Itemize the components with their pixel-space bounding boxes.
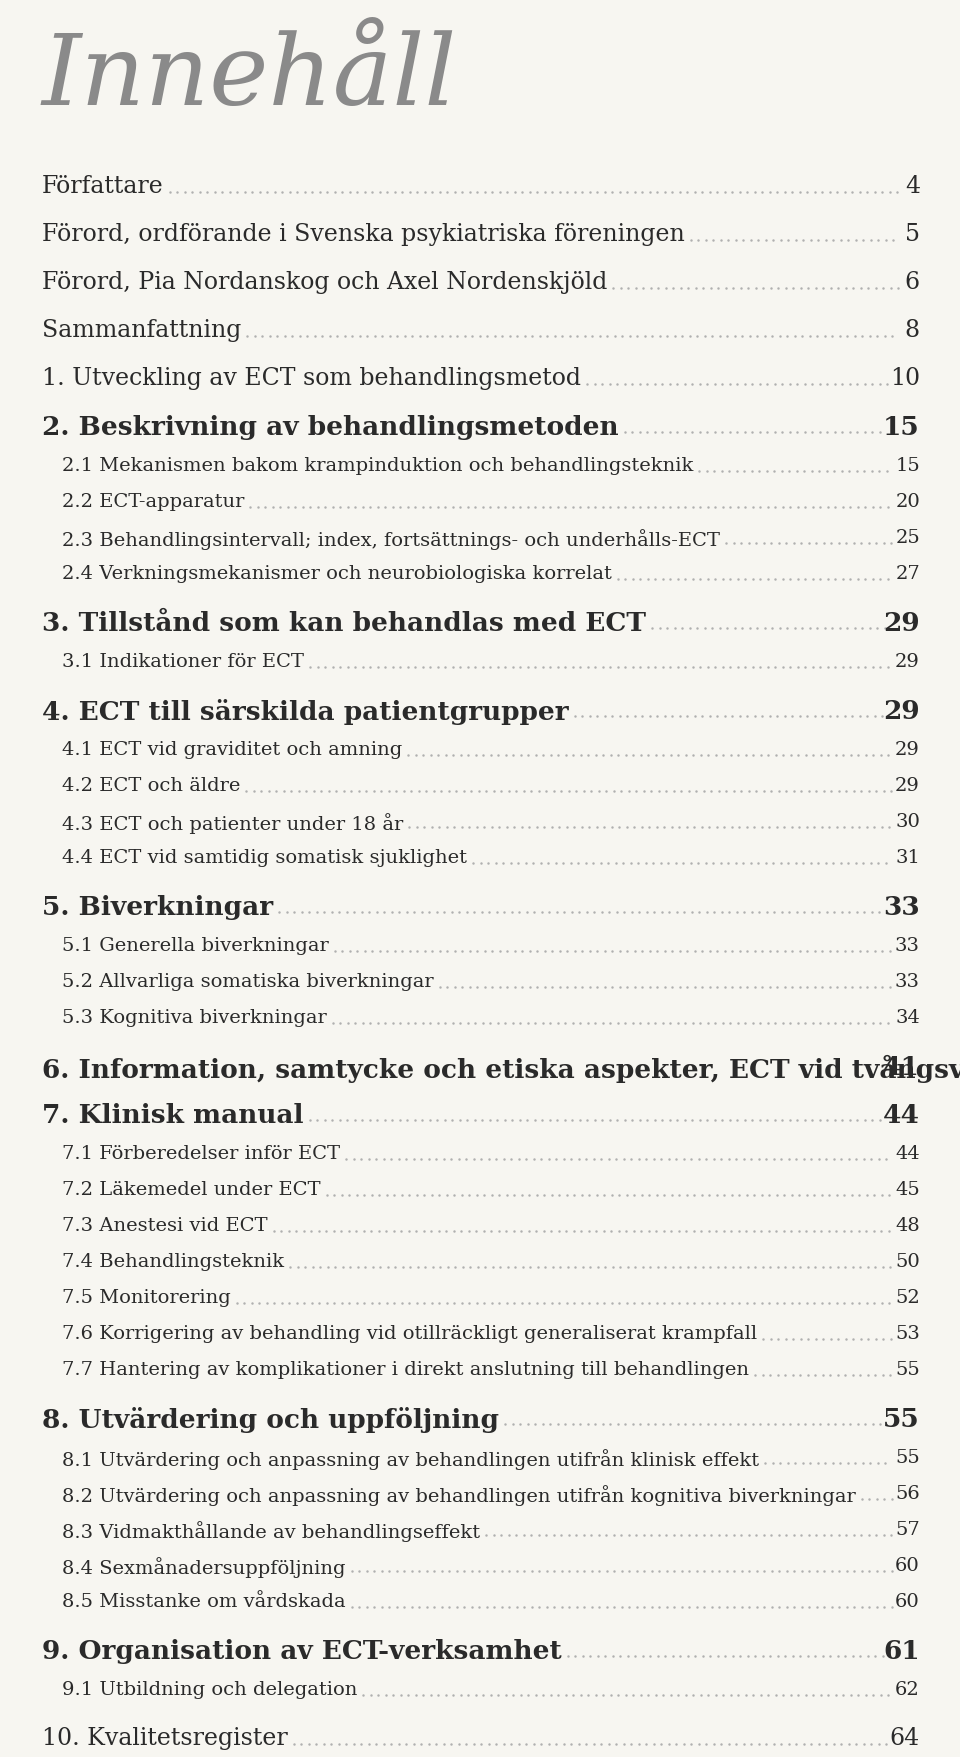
Text: 33: 33 [883,894,920,921]
Text: 53: 53 [895,1325,920,1342]
Text: Författare: Författare [42,176,164,199]
Text: 8: 8 [905,320,920,343]
Text: 9.1 Utbildning och delegation: 9.1 Utbildning och delegation [62,1681,357,1699]
Text: 25: 25 [896,529,920,546]
Text: 4.2 ECT och äldre: 4.2 ECT och äldre [62,777,240,794]
Text: 1. Utveckling av ECT som behandlingsmetod: 1. Utveckling av ECT som behandlingsmeto… [42,367,581,390]
Text: 9. Organisation av ECT-verksamhet: 9. Organisation av ECT-verksamhet [42,1639,562,1664]
Text: 7.3 Anestesi vid ECT: 7.3 Anestesi vid ECT [62,1218,268,1235]
Text: 7.6 Korrigering av behandling vid otillräckligt generaliserat krampfall: 7.6 Korrigering av behandling vid otillr… [62,1325,757,1342]
Text: 33: 33 [895,973,920,991]
Text: 8.4 Sexmånadersuppföljning: 8.4 Sexmånadersuppföljning [62,1557,346,1578]
Text: 50: 50 [896,1253,920,1270]
Text: 57: 57 [896,1522,920,1539]
Text: 31: 31 [895,849,920,866]
Text: 30: 30 [895,813,920,831]
Text: 4: 4 [905,176,920,199]
Text: 15: 15 [883,415,920,439]
Text: 29: 29 [895,654,920,671]
Text: 5.1 Generella biverkningar: 5.1 Generella biverkningar [62,936,328,956]
Text: 55: 55 [896,1450,920,1467]
Text: 52: 52 [896,1290,920,1307]
Text: 5: 5 [905,223,920,246]
Text: 2.1 Mekanismen bakom krampinduktion och behandlingsteknik: 2.1 Mekanismen bakom krampinduktion och … [62,457,693,474]
Text: 5. Biverkningar: 5. Biverkningar [42,894,274,921]
Text: 2.2 ECT-apparatur: 2.2 ECT-apparatur [62,494,245,511]
Text: 7. Klinisk manual: 7. Klinisk manual [42,1103,303,1128]
Text: Förord, ordförande i Svenska psykiatriska föreningen: Förord, ordförande i Svenska psykiatrisk… [42,223,684,246]
Text: 10. Kvalitetsregister: 10. Kvalitetsregister [42,1727,288,1750]
Text: 7.5 Monitorering: 7.5 Monitorering [62,1290,230,1307]
Text: 10: 10 [890,367,920,390]
Text: 2. Beskrivning av behandlingsmetoden: 2. Beskrivning av behandlingsmetoden [42,415,618,439]
Text: 2.3 Behandlingsintervall; index, fortsättnings- och underhålls-ECT: 2.3 Behandlingsintervall; index, fortsät… [62,529,720,550]
Text: 4.4 ECT vid samtidig somatisk sjuklighet: 4.4 ECT vid samtidig somatisk sjuklighet [62,849,467,866]
Text: 55: 55 [896,1362,920,1379]
Text: 48: 48 [896,1218,920,1235]
Text: 4. ECT till särskilda patientgrupper: 4. ECT till särskilda patientgrupper [42,699,568,726]
Text: 3. Tillstånd som kan behandlas med ECT: 3. Tillstånd som kan behandlas med ECT [42,611,646,636]
Text: 55: 55 [883,1407,920,1432]
Text: 29: 29 [883,611,920,636]
Text: 7.7 Hantering av komplikationer i direkt anslutning till behandlingen: 7.7 Hantering av komplikationer i direkt… [62,1362,749,1379]
Text: 41: 41 [883,1054,920,1081]
Text: 8.1 Utvärdering och anpassning av behandlingen utifrån klinisk effekt: 8.1 Utvärdering och anpassning av behand… [62,1450,759,1471]
Text: 61: 61 [883,1639,920,1664]
Text: 29: 29 [895,741,920,759]
Text: 8.2 Utvärdering och anpassning av behandlingen utifrån kognitiva biverkningar: 8.2 Utvärdering och anpassning av behand… [62,1485,855,1506]
Text: 6. Information, samtycke och etiska aspekter, ECT vid tvångsvård: 6. Information, samtycke och etiska aspe… [42,1054,960,1082]
Text: 44: 44 [883,1103,920,1128]
Text: 3.1 Indikationer för ECT: 3.1 Indikationer för ECT [62,654,304,671]
Text: 34: 34 [895,1009,920,1028]
Text: Förord, Pia Nordanskog och Axel Nordenskjöld: Förord, Pia Nordanskog och Axel Nordensk… [42,271,608,293]
Text: 56: 56 [896,1485,920,1502]
Text: 27: 27 [896,566,920,583]
Text: 64: 64 [890,1727,920,1750]
Text: 29: 29 [895,777,920,794]
Text: 5.3 Kognitiva biverkningar: 5.3 Kognitiva biverkningar [62,1009,326,1028]
Text: 62: 62 [896,1681,920,1699]
Text: 8.5 Misstanke om vårdskada: 8.5 Misstanke om vårdskada [62,1594,346,1611]
Text: 8. Utvärdering och uppföljning: 8. Utvärdering och uppföljning [42,1407,499,1434]
Text: 4.1 ECT vid graviditet och amning: 4.1 ECT vid graviditet och amning [62,741,402,759]
Text: 60: 60 [896,1594,920,1611]
Text: 7.1 Förberedelser inför ECT: 7.1 Förberedelser inför ECT [62,1146,340,1163]
Text: 20: 20 [896,494,920,511]
Text: 2.4 Verkningsmekanismer och neurobiologiska korrelat: 2.4 Verkningsmekanismer och neurobiologi… [62,566,612,583]
Text: Sammanfattning: Sammanfattning [42,320,241,343]
Text: 7.2 Läkemedel under ECT: 7.2 Läkemedel under ECT [62,1181,321,1198]
Text: 5.2 Allvarliga somatiska biverkningar: 5.2 Allvarliga somatiska biverkningar [62,973,434,991]
Text: 29: 29 [883,699,920,724]
Text: 7.4 Behandlingsteknik: 7.4 Behandlingsteknik [62,1253,284,1270]
Text: Innehåll: Innehåll [42,30,457,125]
Text: 60: 60 [896,1557,920,1574]
Text: 4.3 ECT och patienter under 18 år: 4.3 ECT och patienter under 18 år [62,813,403,835]
Text: 44: 44 [896,1146,920,1163]
Text: 15: 15 [896,457,920,474]
Text: 6: 6 [905,271,920,293]
Text: 33: 33 [895,936,920,956]
Text: 45: 45 [896,1181,920,1198]
Text: 8.3 Vidmakthållande av behandlingseffekt: 8.3 Vidmakthållande av behandlingseffekt [62,1522,480,1543]
